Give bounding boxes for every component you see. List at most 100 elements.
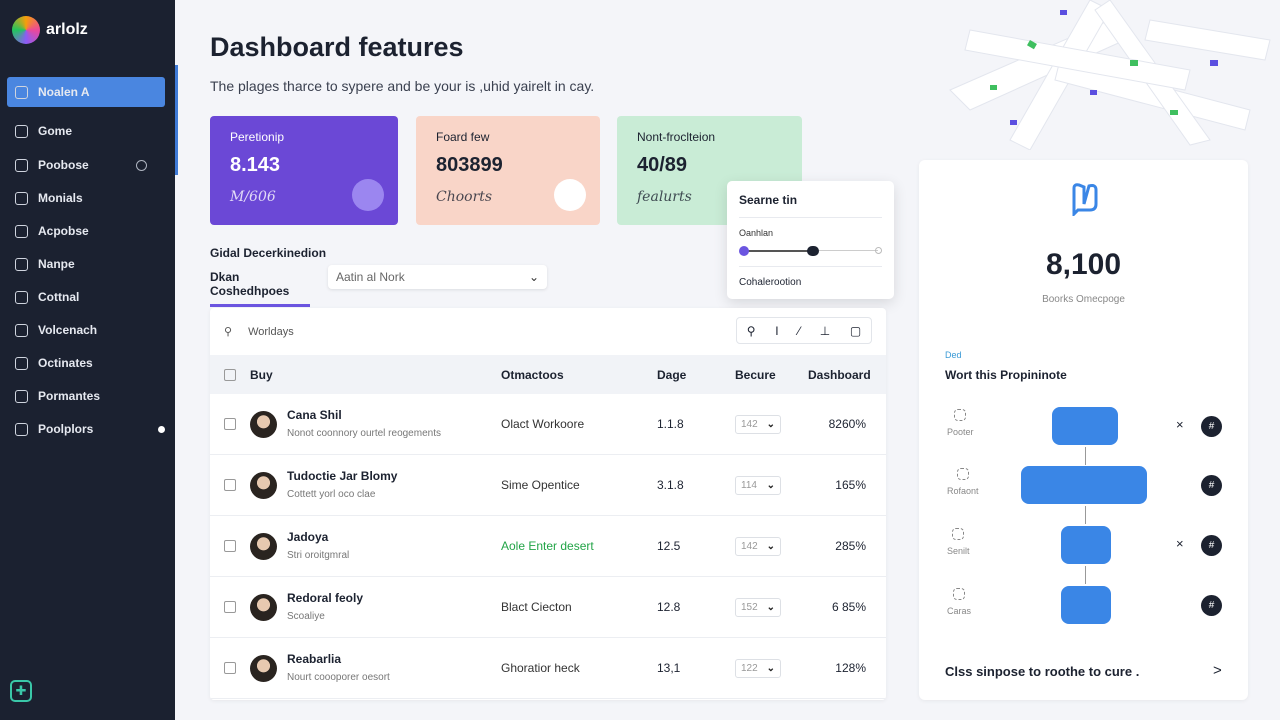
stat-value: 40/89: [637, 154, 688, 176]
step-label: Rofaont: [947, 486, 979, 496]
status-ring-icon: [136, 159, 147, 171]
row-description: Scoaliye: [287, 611, 325, 622]
sidebar-item[interactable]: Pormantes: [7, 381, 165, 411]
shape-tool-icon[interactable]: ▢: [849, 323, 862, 338]
sidebar-item[interactable]: Gome: [7, 116, 165, 146]
search-input[interactable]: Worldays: [248, 325, 294, 338]
search-tool-icon[interactable]: ⚲: [746, 323, 756, 338]
app-bottom-icon[interactable]: ✚: [10, 680, 32, 702]
table-toolbar: ⚲ I ⁄ ⊥ ▢: [736, 317, 872, 344]
flow-node[interactable]: [1061, 586, 1111, 624]
table-row[interactable]: Redoral feoly Scoaliye Blact Ciecton 12.…: [210, 577, 886, 638]
table-search[interactable]: ⚲ Worldays: [210, 308, 886, 355]
sidebar-item-label: Volcenach: [38, 323, 98, 337]
stat-card[interactable]: Peretionip 8.143 M/606: [210, 116, 398, 225]
page-title: Dashboard features: [210, 32, 464, 62]
lock-icon: [15, 224, 28, 238]
table-row[interactable]: Tudoctie Jar Blomy Cottett yorl oco clae…: [210, 455, 886, 516]
range-slider[interactable]: [739, 244, 882, 258]
row-checkbox[interactable]: [224, 540, 236, 552]
table-row[interactable]: Reabarlia Nourt coooporer oesort Ghorati…: [210, 638, 886, 699]
pen-tool-icon[interactable]: ⁄: [798, 323, 801, 338]
row-version: 3.1.8: [657, 478, 684, 492]
flow-step: Pooter: [947, 409, 974, 437]
sidebar-item[interactable]: Nanpe: [7, 249, 165, 279]
table-header: Buy Otmactoos Dage Becure Dashboard: [210, 355, 886, 394]
row-select[interactable]: 114 ⌄: [735, 475, 781, 495]
panel-caption: Boorks Omecpoge: [1042, 294, 1125, 305]
step-icon: [954, 409, 967, 421]
sidebar-item[interactable]: Volcenach: [7, 315, 165, 345]
action-icon[interactable]: #: [1201, 416, 1222, 437]
slider-label: Oanhlan: [739, 228, 774, 238]
row-checkbox[interactable]: [224, 479, 236, 491]
card-icon: [15, 191, 28, 205]
text-tool-icon[interactable]: I: [775, 323, 779, 338]
panel-title: Wort this Propininote: [945, 368, 1067, 382]
search-icon: ⚲: [224, 326, 233, 338]
sidebar-item[interactable]: Poobose: [7, 150, 165, 180]
sidebar-item[interactable]: Monials: [7, 183, 165, 213]
table-row[interactable]: Jadoya Stri oroitgmral Aole Enter desert…: [210, 516, 886, 577]
summary-panel: 8,100 Boorks Omecpoge Ded Wort this Prop…: [919, 160, 1248, 700]
row-description: Nonot coonnory ourtel reogements: [287, 428, 441, 439]
home-icon: [15, 158, 28, 172]
flow-node[interactable]: [1021, 466, 1147, 504]
column-header[interactable]: Dashboard: [808, 367, 871, 382]
stat-card[interactable]: Foard few 803899 Choorts: [416, 116, 600, 225]
logo[interactable]: arlolz: [12, 16, 88, 44]
avatar: [250, 471, 277, 499]
row-select[interactable]: 122 ⌄: [735, 658, 781, 678]
arrow-tool-icon[interactable]: ⊥: [819, 323, 831, 338]
column-header[interactable]: Dage: [657, 367, 687, 382]
column-header[interactable]: Otmactoos: [501, 367, 564, 382]
avatar: [250, 410, 277, 438]
action-icon[interactable]: #: [1201, 595, 1222, 616]
row-name: Jadoya: [287, 530, 329, 544]
inbox-icon: [15, 422, 28, 436]
flow-node[interactable]: [1052, 407, 1118, 445]
sidebar-item[interactable]: Noalen A: [7, 77, 165, 107]
row-select[interactable]: 152 ⌄: [735, 597, 781, 617]
sidebar-item[interactable]: Octinates: [7, 348, 165, 378]
close-icon[interactable]: ×: [1176, 417, 1184, 432]
popover-title: Searne tin: [739, 193, 882, 218]
row-checkbox[interactable]: [224, 601, 236, 613]
select-all-checkbox[interactable]: [224, 368, 236, 381]
row-name: Reabarlia: [287, 652, 342, 666]
stat-footer: M/606: [230, 189, 276, 205]
table-row[interactable]: Cana Shil Nonot coonnory ourtel reogemen…: [210, 394, 886, 455]
action-icon[interactable]: #: [1201, 475, 1222, 496]
row-select[interactable]: 142 ⌄: [735, 536, 781, 556]
brand-icon: [1072, 183, 1098, 216]
chart-icon: [15, 124, 28, 138]
data-table: ⚲ Worldays ⚲ I ⁄ ⊥ ▢ Buy Otmactoos Dage Becur…: [210, 308, 886, 700]
stat-card[interactable]: Nont-froclteion 40/89 fealurts: [617, 116, 802, 225]
tab-active[interactable]: Dkan Coshedhpoes: [210, 270, 310, 307]
row-description: Nourt coooporer oesort: [287, 672, 390, 683]
row-name: Tudoctie Jar Blomy: [287, 469, 398, 483]
row-percent: 285%: [835, 539, 866, 553]
slider-handle[interactable]: [807, 246, 819, 256]
column-header[interactable]: Buy: [250, 367, 273, 382]
row-select[interactable]: 142 ⌄: [735, 414, 781, 434]
row-description: Cottett yorl oco clae: [287, 489, 376, 500]
row-checkbox[interactable]: [224, 418, 236, 430]
column-header[interactable]: Becure: [735, 367, 776, 382]
people-icon: [15, 356, 28, 370]
popover-footer-item[interactable]: Cohalerootion: [739, 266, 882, 288]
close-icon[interactable]: ×: [1176, 536, 1184, 551]
flow-node[interactable]: [1061, 526, 1111, 564]
sidebar-item[interactable]: Cottnal: [7, 282, 165, 312]
sidebar-item-label: Cottnal: [38, 290, 80, 304]
row-checkbox[interactable]: [224, 662, 236, 674]
slider-handle-start[interactable]: [739, 246, 749, 256]
filter-select[interactable]: Aatin al Nork ⌄: [328, 265, 547, 289]
sidebar-item[interactable]: Poolplors: [7, 414, 165, 444]
sidebar-item[interactable]: Acpobse: [7, 216, 165, 246]
action-icon[interactable]: #: [1201, 535, 1222, 556]
sidebar: arlolz Noalen A Gome Poobose Monials Acpobse…: [0, 0, 175, 720]
chevron-right-icon[interactable]: >: [1213, 662, 1222, 679]
message-icon: [15, 257, 28, 271]
scrollbar[interactable]: [175, 65, 178, 175]
